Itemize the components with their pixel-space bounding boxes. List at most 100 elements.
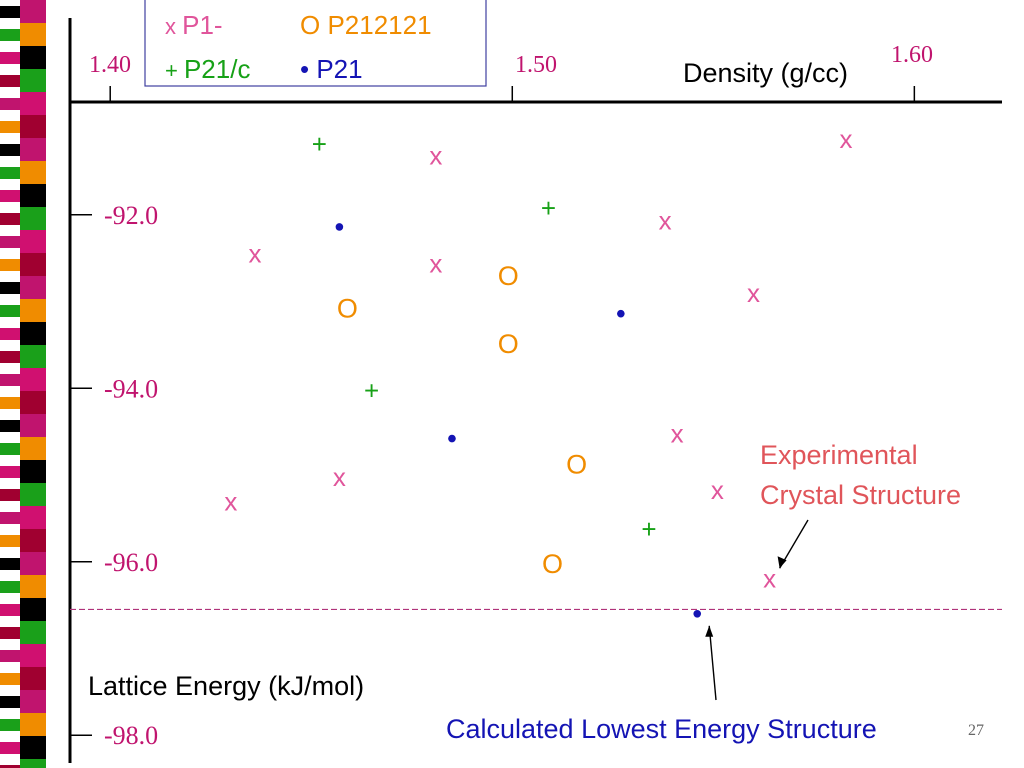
strip-segment <box>20 253 46 276</box>
strip-segment <box>20 414 46 437</box>
strip-segment <box>20 690 46 713</box>
point-p21c: + <box>364 375 379 405</box>
strip-segment <box>20 368 46 391</box>
strip-segment <box>0 466 20 478</box>
legend-label: P21/c <box>184 54 251 84</box>
strip-segment <box>20 230 46 253</box>
strip-segment <box>20 276 46 299</box>
strip-segment <box>20 575 46 598</box>
strip-segment <box>0 259 20 271</box>
strip-segment <box>0 673 20 685</box>
strip-segment <box>0 213 20 225</box>
strip-segment <box>20 437 46 460</box>
strip-segment <box>20 736 46 759</box>
legend-label: P21 <box>316 54 362 84</box>
strip-segment <box>20 644 46 667</box>
strip-segment <box>20 299 46 322</box>
legend-entry: + P21/c <box>165 54 250 84</box>
strip-segment <box>20 552 46 575</box>
point-p212121: O <box>566 449 587 479</box>
x-axis-ticks: 1.40 1.50 1.60 <box>89 42 933 102</box>
point-p1: x <box>763 564 776 594</box>
strip-segment <box>0 443 20 455</box>
point-p1: x <box>839 124 852 154</box>
strip-segment <box>20 598 46 621</box>
strip-segment <box>0 167 20 179</box>
legend-label: P1- <box>182 10 222 40</box>
strip-segment <box>0 696 20 708</box>
arrow-head <box>777 556 787 569</box>
y-axis-label: Lattice Energy (kJ/mol) <box>88 671 364 701</box>
strip-segment <box>0 328 20 340</box>
y-tick-label: -96.0 <box>104 548 158 577</box>
strip-segment <box>0 52 20 64</box>
point-p1: x <box>711 475 724 505</box>
strip-segment <box>0 765 20 768</box>
legend-entry: O P212121 <box>300 10 432 40</box>
strip-segment <box>20 92 46 115</box>
arrow-head <box>705 625 714 637</box>
point-p21 <box>617 309 625 318</box>
strip-segment <box>0 489 20 501</box>
point-p1: x <box>248 238 261 268</box>
x-axis-label: Density (g/cc) <box>683 58 848 88</box>
strip-segment <box>0 719 20 731</box>
annotation-experimental: Experimental Crystal Structure <box>760 440 961 510</box>
y-tick-label: -92.0 <box>104 201 158 230</box>
strip-segment <box>20 345 46 368</box>
annotations: Experimental Crystal Structure Calculated … <box>446 440 961 744</box>
strip-segment <box>0 121 20 133</box>
strip-segment <box>20 667 46 690</box>
strip-segment <box>0 374 20 386</box>
point-p21c: + <box>641 514 656 544</box>
strip-segment <box>0 98 20 110</box>
legend-box <box>144 0 487 87</box>
legend-marker: x <box>165 14 182 39</box>
legend-entry: x P1- <box>165 10 223 40</box>
strip-segment <box>20 207 46 230</box>
strip-segment <box>20 0 46 23</box>
legend: x P1- O P212121 + P21/c • P21 <box>144 0 487 87</box>
strip-segment <box>20 184 46 207</box>
strip-segment <box>20 138 46 161</box>
strip-segment <box>0 397 20 409</box>
strip-segment <box>0 535 20 547</box>
annotation-calculated: Calculated Lowest Energy Structure <box>446 714 877 744</box>
x-tick-label: 1.60 <box>891 42 933 68</box>
point-p21 <box>335 223 344 231</box>
legend-label: P212121 <box>327 10 431 40</box>
strip-segment <box>20 759 46 768</box>
strip-segment <box>20 483 46 506</box>
point-p1: x <box>429 140 442 170</box>
strip-segment <box>20 322 46 345</box>
page-number: 27 <box>968 722 984 739</box>
strip-segment <box>20 69 46 92</box>
strip-segment <box>20 506 46 529</box>
strip-segment <box>0 190 20 202</box>
strip-segment <box>20 529 46 552</box>
strip-segment <box>20 161 46 184</box>
strip-segment <box>0 512 20 524</box>
point-p212121: O <box>498 329 519 359</box>
legend-marker: • <box>300 54 316 84</box>
strip-segment <box>20 621 46 644</box>
strip-segment <box>20 460 46 483</box>
strip-segment <box>20 23 46 46</box>
decorative-strip <box>0 0 46 768</box>
y-tick-label: -98.0 <box>104 721 158 750</box>
strip-segment <box>0 420 20 432</box>
strip-segment <box>0 75 20 87</box>
x-tick-label: 1.40 <box>89 52 131 78</box>
point-p1: x <box>671 419 684 449</box>
strip-segment <box>0 558 20 570</box>
annotation-arrow <box>708 625 717 701</box>
point-p1: x <box>429 249 442 279</box>
y-axis-ticks: -92.0 -94.0 -96.0 -98.0 <box>70 201 158 750</box>
legend-marker: O <box>300 10 327 40</box>
strip-segment <box>0 29 20 41</box>
x-tick-label: 1.50 <box>515 52 557 78</box>
y-tick-label: -94.0 <box>104 374 158 403</box>
point-p212121: O <box>542 549 563 579</box>
point-p21 <box>693 609 702 618</box>
